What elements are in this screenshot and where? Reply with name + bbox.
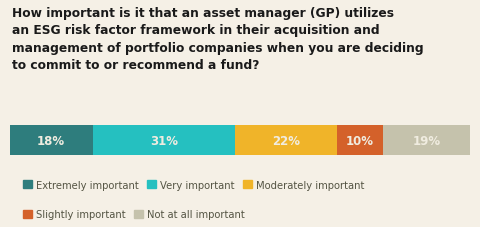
- Bar: [337, 126, 383, 156]
- Text: How important is it that an asset manager (GP) utilizes
an ESG risk factor frame: How important is it that an asset manage…: [12, 7, 424, 72]
- Bar: [235, 126, 337, 156]
- Text: 19%: 19%: [413, 134, 441, 147]
- Text: 18%: 18%: [37, 134, 65, 147]
- Bar: [10, 126, 93, 156]
- Bar: [383, 126, 470, 156]
- Text: 31%: 31%: [150, 134, 178, 147]
- Text: 22%: 22%: [272, 134, 300, 147]
- Bar: [93, 126, 235, 156]
- Legend: Slightly important, Not at all important: Slightly important, Not at all important: [19, 205, 249, 223]
- Text: 10%: 10%: [346, 134, 374, 147]
